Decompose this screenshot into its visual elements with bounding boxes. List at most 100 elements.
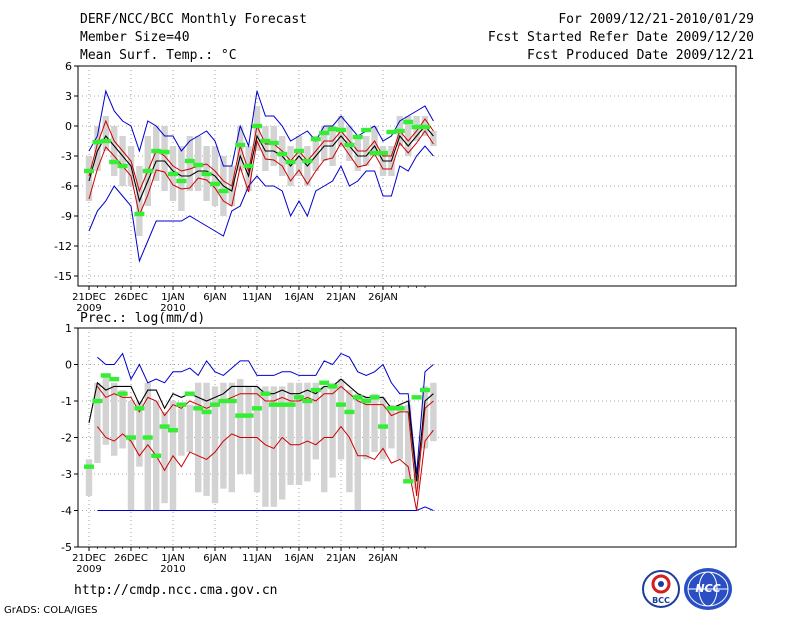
fcst-produced-date: Fcst Produced Date 2009/12/21 <box>527 48 754 63</box>
observed-marker <box>336 402 346 407</box>
observed-marker <box>285 402 296 407</box>
observed-marker <box>352 134 363 140</box>
observed-marker <box>252 406 262 411</box>
ensemble-spread-bar <box>144 382 151 511</box>
observed-marker <box>268 140 279 146</box>
ensemble-spread-bar <box>270 126 277 166</box>
observed-marker <box>218 398 229 404</box>
y-tick-label: -6 <box>61 180 72 193</box>
bcc-logo: BCC <box>642 570 680 608</box>
observed-marker <box>277 402 288 407</box>
observed-marker <box>134 211 145 217</box>
series-line-lower-band <box>88 130 434 217</box>
x-year-label: 2010 <box>160 303 185 314</box>
observed-marker <box>344 142 355 148</box>
observed-marker <box>319 380 330 385</box>
x-year-label: 2010 <box>160 564 185 575</box>
observed-marker <box>327 126 338 132</box>
ensemble-spread-bar <box>237 126 244 171</box>
observed-marker <box>84 168 94 174</box>
ensemble-spread-bar <box>178 146 185 211</box>
observed-marker <box>378 150 388 156</box>
y-tick-label: -1 <box>61 395 72 408</box>
observed-marker <box>151 148 162 154</box>
observed-marker <box>277 151 288 157</box>
observed-marker <box>302 398 313 404</box>
ensemble-spread-bar <box>195 382 202 493</box>
observed-marker <box>109 159 120 165</box>
x-tick-label: 6JAN <box>203 553 226 564</box>
observed-marker <box>92 398 103 404</box>
observed-marker <box>252 123 262 129</box>
observed-marker <box>184 391 195 396</box>
observed-marker <box>92 139 103 145</box>
observed-marker <box>420 387 430 393</box>
bottom-chart-variable: Prec.: log(mm/d) <box>80 311 206 326</box>
y-tick-label: -15 <box>54 270 72 283</box>
series-line-ensemble-mean <box>88 125 434 203</box>
observed-marker <box>302 158 313 164</box>
ensemble-spread-bar <box>304 382 311 482</box>
ensemble-spread-bar <box>354 393 361 511</box>
ensemble-spread-bar <box>312 382 319 460</box>
observed-marker <box>218 188 229 194</box>
observed-marker <box>100 373 111 378</box>
ensemble-spread-bar <box>136 401 143 467</box>
ensemble-spread-bar <box>203 382 210 496</box>
ensemble-spread-bar <box>119 136 126 186</box>
ensemble-spread-bar <box>405 116 412 156</box>
source-url[interactable]: http://cmdp.ncc.cma.gov.cn <box>74 583 278 598</box>
observed-marker <box>411 395 422 400</box>
series-line-lower-band <box>97 425 434 511</box>
observed-marker <box>327 384 338 389</box>
ensemble-spread-bar <box>186 404 193 453</box>
observed-marker <box>420 124 430 130</box>
ensemble-spread-bar <box>111 382 118 456</box>
ensemble-spread-bar <box>421 386 429 449</box>
y-tick-label: 6 <box>65 60 72 73</box>
observed-marker <box>394 128 405 134</box>
observed-marker <box>361 398 372 404</box>
x-tick-label: 16JAN <box>284 553 314 564</box>
x-tick-label: 26DEC <box>114 553 148 564</box>
y-tick-label: -5 <box>61 541 72 554</box>
ensemble-spread-bar <box>321 386 328 493</box>
observed-marker <box>100 138 111 144</box>
ensemble-spread-bar <box>329 382 336 478</box>
observed-marker <box>268 402 279 407</box>
ensemble-spread-bar <box>94 126 101 171</box>
y-tick-label: 0 <box>65 359 72 372</box>
y-tick-label: -2 <box>61 432 72 445</box>
grads-credit: GrADS: COLA/IGES <box>4 605 98 616</box>
observed-marker <box>394 406 405 411</box>
observed-marker <box>134 406 145 411</box>
ensemble-spread-bar <box>405 404 412 482</box>
observed-marker <box>168 428 178 433</box>
chart-title: DERF/NCC/BCC Monthly Forecast <box>80 12 307 27</box>
ensemble-spread-bar <box>396 404 403 460</box>
x-year-label: 2009 <box>76 303 101 314</box>
ensemble-spread-bar <box>186 136 193 191</box>
observed-marker <box>84 464 94 469</box>
observed-marker <box>142 168 153 174</box>
observed-marker <box>159 424 170 429</box>
observed-marker <box>176 402 187 407</box>
top-chart-variable: Mean Surf. Temp.: °C <box>80 48 237 63</box>
observed-marker <box>168 171 178 177</box>
observed-marker <box>159 149 170 155</box>
y-tick-label: 1 <box>65 322 72 335</box>
observed-marker <box>235 142 246 148</box>
member-size: Member Size=40 <box>80 30 190 45</box>
y-tick-label: 3 <box>65 90 72 103</box>
observed-marker <box>235 413 246 418</box>
ensemble-spread-bar <box>363 397 370 460</box>
observed-marker <box>294 148 304 154</box>
observed-marker <box>109 376 120 382</box>
x-tick-label: 21DEC <box>72 553 106 564</box>
x-tick-label: 26JAN <box>368 292 398 303</box>
plot-frame <box>77 65 737 287</box>
ensemble-spread-bar <box>371 393 378 453</box>
